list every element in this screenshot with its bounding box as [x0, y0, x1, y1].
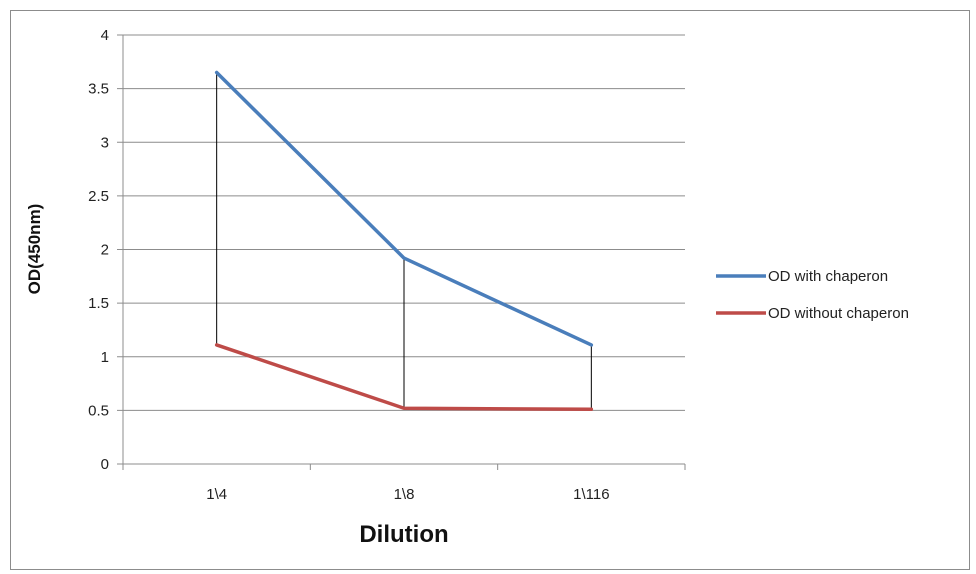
- y-tick-label: 2: [101, 242, 109, 259]
- legend-label: OD without chaperon: [768, 305, 909, 322]
- y-axis-title: OD(450nm): [25, 204, 44, 295]
- x-tick-label: 1\8: [394, 486, 415, 503]
- y-tick-label: 0.5: [88, 402, 109, 419]
- y-tick-label: 3: [101, 134, 109, 151]
- axes: [117, 34, 686, 470]
- x-tick-label: 1\116: [573, 486, 609, 503]
- x-axis-title: Dilution: [359, 521, 448, 548]
- legend-label: OD with chaperon: [768, 268, 888, 285]
- x-tick-labels: 1\4 1\8 1\116: [206, 486, 609, 503]
- chart-frame: [10, 10, 970, 570]
- y-tick-label: 2.5: [88, 188, 109, 205]
- y-tick-label: 3.5: [88, 81, 109, 98]
- series-lines: [214, 70, 594, 412]
- x-tick-label: 1\4: [206, 486, 227, 503]
- drop-lines: [216, 72, 592, 410]
- y-tick-label: 1.5: [88, 295, 109, 312]
- y-tick-label: 1: [101, 349, 109, 366]
- y-tick-label: 0: [101, 456, 109, 473]
- legend: OD with chaperon OD without chaperon: [716, 268, 909, 322]
- legend-entry: OD without chaperon: [716, 305, 909, 322]
- y-tick-label: 4: [101, 27, 109, 44]
- y-tick-labels: 0 0.5 1 1.5 2 2.5 3 3.5 4: [88, 27, 109, 473]
- legend-entry: OD with chaperon: [716, 268, 888, 285]
